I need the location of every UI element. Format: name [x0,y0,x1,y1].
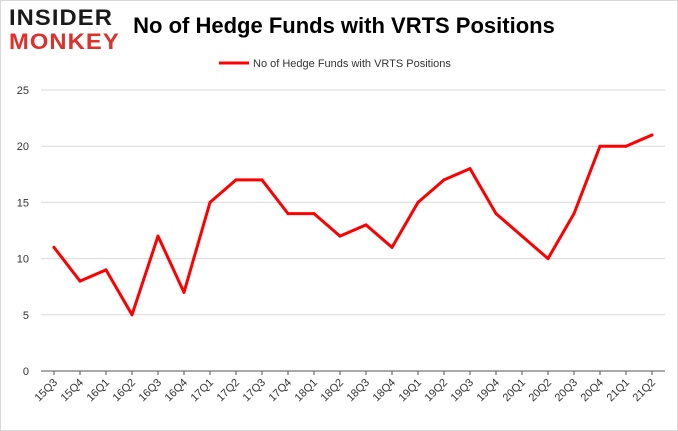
data-point [546,257,550,261]
x-tick-label: 21Q1 [605,377,633,405]
data-point [78,279,82,283]
data-point [182,290,186,294]
data-point [520,234,524,238]
x-tick-label: 19Q1 [397,377,425,405]
data-point [442,178,446,182]
x-tick-label: 17Q4 [267,377,295,405]
x-tick-label: 19Q2 [423,377,451,405]
data-point [312,212,316,216]
chart-title: No of Hedge Funds with VRTS Positions [133,13,555,38]
x-tick-label: 20Q4 [579,377,607,405]
x-tick-label: 18Q3 [345,377,373,405]
data-point [494,212,498,216]
x-tick-label: 17Q2 [215,377,243,405]
data-point [624,144,628,148]
data-point [104,268,108,272]
data-point [468,167,472,171]
x-tick-label: 17Q1 [189,377,217,405]
data-point [572,212,576,216]
data-point [234,178,238,182]
x-tick-label: 16Q3 [137,377,165,405]
y-tick-label: 10 [17,254,29,266]
x-tick-label: 18Q1 [293,377,321,405]
legend-label: No of Hedge Funds with VRTS Positions [253,58,451,70]
data-point [390,245,394,249]
x-tick-label: 20Q1 [501,377,529,405]
y-tick-label: 5 [23,310,29,322]
data-point [260,178,264,182]
x-tick-label: 15Q3 [33,377,61,405]
x-tick-label: 16Q2 [111,377,139,405]
y-tick-label: 25 [17,85,29,97]
x-tick-label: 19Q4 [475,377,503,405]
x-tick-label: 20Q3 [553,377,581,405]
data-point [416,200,420,204]
data-point [52,245,56,249]
data-point [130,313,134,317]
y-tick-label: 20 [17,141,29,153]
y-tick-label: 15 [17,197,29,209]
x-tick-label: 20Q2 [527,377,555,405]
x-tick-label: 16Q4 [163,377,191,405]
x-tick-label: 18Q4 [371,377,399,405]
data-point [208,200,212,204]
logo-text-bottom: MONKEY [9,29,120,54]
y-tick-label: 0 [23,366,29,378]
data-point [338,234,342,238]
data-point [286,212,290,216]
x-tick-label: 15Q4 [59,377,87,405]
data-point [650,133,654,137]
data-point [598,144,602,148]
data-point [156,234,160,238]
data-point [364,223,368,227]
insider-monkey-logo: INSIDER MONKEY [9,7,127,55]
x-tick-label: 21Q2 [631,377,659,405]
x-tick-label: 16Q1 [85,377,113,405]
x-tick-label: 18Q2 [319,377,347,405]
x-tick-label: 17Q3 [241,377,269,405]
logo-text-top: INSIDER [9,5,113,30]
x-tick-label: 19Q3 [449,377,477,405]
series-line [52,133,654,317]
